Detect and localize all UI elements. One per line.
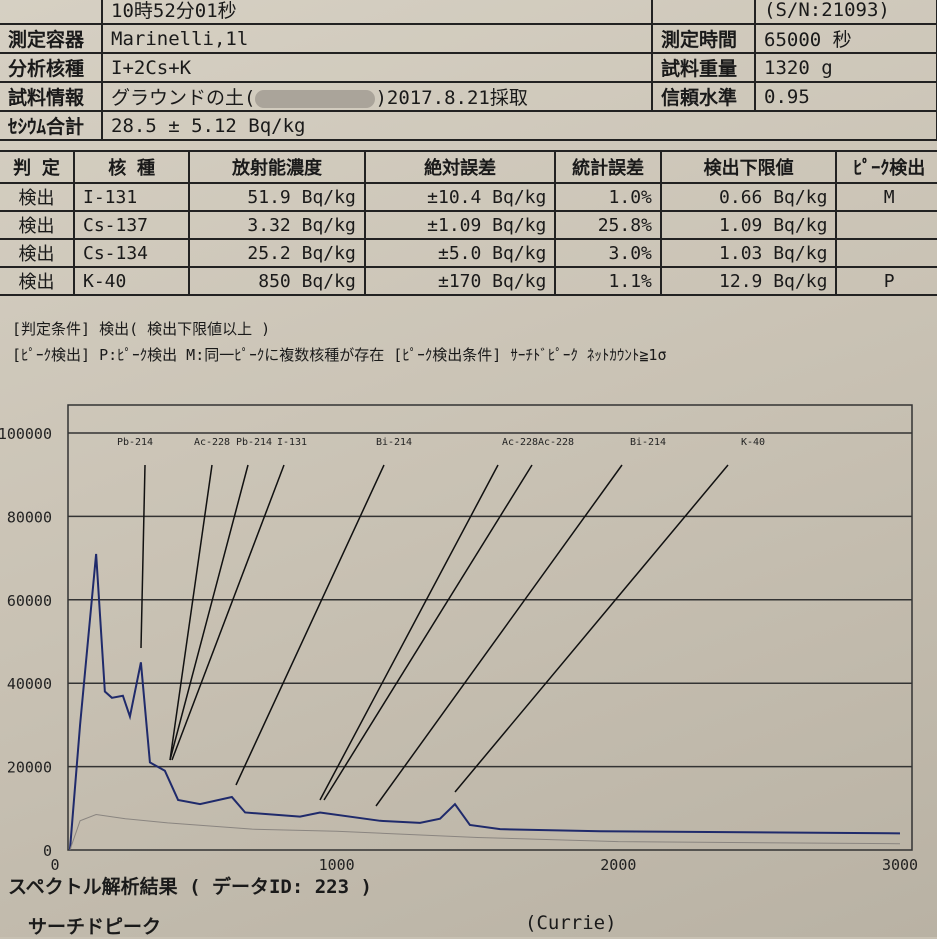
cesium-total-value: 28.5 ± 5.12 Bq/kg <box>102 111 937 140</box>
table-cell <box>836 239 937 267</box>
table-cell: 3.0% <box>555 239 661 267</box>
sample-date: )2017.8.21採取 <box>375 87 527 109</box>
sample-label: 試料情報 <box>0 82 102 111</box>
table-cell: Cs-137 <box>74 211 189 239</box>
table-cell: Cs-134 <box>74 239 189 267</box>
peak-pointer-line <box>141 465 145 648</box>
sample-text: グラウンドの土( <box>111 87 255 109</box>
col-detection-limit: 検出下限値 <box>661 151 837 183</box>
table-cell: ±170 Bq/kg <box>365 267 556 295</box>
container-value: Marinelli,1l <box>102 24 652 53</box>
y-tick-label: 60000 <box>7 592 52 610</box>
peak-note: [ﾋﾟｰｸ検出] P:ﾋﾟｰｸ検出 M:同一ﾋﾟｰｸに複数核種が存在 [ﾋﾟｰｸ… <box>12 344 667 365</box>
table-cell: 1.0% <box>555 183 661 211</box>
col-activity: 放射能濃度 <box>189 151 365 183</box>
table-cell: 検出 <box>0 211 74 239</box>
redaction-blur <box>255 90 375 108</box>
x-tick-label: 3000 <box>882 856 918 874</box>
cesium-total-label: ｾｼｳﾑ合計 <box>0 111 102 140</box>
peak-pointer-line <box>170 465 248 760</box>
sample-value: グラウンドの土( )2017.8.21採取 <box>102 82 652 111</box>
table-cell: ±5.0 Bq/kg <box>365 239 556 267</box>
table-cell: 51.9 Bq/kg <box>189 183 365 211</box>
results-header: 判 定 核 種 放射能濃度 絶対誤差 統計誤差 検出下限値 ﾋﾟｰｸ検出 <box>0 151 937 183</box>
table-cell: ±10.4 Bq/kg <box>365 183 556 211</box>
peak-pointer-line <box>320 465 498 800</box>
col-judgement: 判 定 <box>0 151 74 183</box>
criteria-note: [判定条件] 検出( 検出下限値以上 ) <box>12 318 270 339</box>
table-cell: M <box>836 183 937 211</box>
serial-number: (S/N:21093) <box>755 0 937 24</box>
table-cell: 検出 <box>0 239 74 267</box>
peak-label: Pb-214 <box>117 437 153 448</box>
peak-label: K-40 <box>741 437 765 448</box>
x-tick-label: 2000 <box>600 856 636 874</box>
table-cell: 1.09 Bq/kg <box>661 211 837 239</box>
peak-pointer-line <box>236 465 384 785</box>
table-cell: 1.03 Bq/kg <box>661 239 837 267</box>
table-cell: 3.32 Bq/kg <box>189 211 365 239</box>
time-label: 測定時間 <box>652 24 755 53</box>
peak-label: Ac-228 <box>538 437 574 448</box>
peak-pointer-line <box>170 465 212 760</box>
weight-value: 1320 g <box>755 53 937 82</box>
nuclides-value: I+2Cs+K <box>102 53 652 82</box>
table-cell: I-131 <box>74 183 189 211</box>
peak-label: Bi-214 <box>376 437 412 448</box>
y-tick-label: 100000 <box>0 425 52 443</box>
table-cell: 0.66 Bq/kg <box>661 183 837 211</box>
confidence-label: 信頼水準 <box>652 82 755 111</box>
table-cell: P <box>836 267 937 295</box>
table-cell: ±1.09 Bq/kg <box>365 211 556 239</box>
table-cell: 850 Bq/kg <box>189 267 365 295</box>
weight-label: 試料重量 <box>652 53 755 82</box>
peak-label: Ac-228 <box>502 437 538 448</box>
searched-peak-label: サーチドピーク <box>28 912 161 939</box>
y-tick-label: 80000 <box>7 508 52 526</box>
table-cell: K-40 <box>74 267 189 295</box>
peak-label: Bi-214 <box>630 437 666 448</box>
table-cell: 25.2 Bq/kg <box>189 239 365 267</box>
table-cell: 1.1% <box>555 267 661 295</box>
spectrum-title: スペクトル解析結果 ( データID: 223 ) <box>8 872 372 899</box>
peak-label: Pb-214 <box>236 437 272 448</box>
peak-label: I-131 <box>277 437 307 448</box>
col-stat-error: 統計誤差 <box>555 151 661 183</box>
table-cell: 25.8% <box>555 211 661 239</box>
peak-pointer-line <box>455 465 728 792</box>
table-cell <box>836 211 937 239</box>
method-label: (Currie) <box>525 912 617 934</box>
y-tick-label: 20000 <box>7 759 52 777</box>
plot-frame <box>68 405 912 850</box>
table-cell: 検出 <box>0 267 74 295</box>
col-peak-detect: ﾋﾟｰｸ検出 <box>836 151 937 183</box>
peak-label: Ac-228 <box>194 437 230 448</box>
container-label: 測定容器 <box>0 24 102 53</box>
y-tick-label: 40000 <box>7 675 52 693</box>
table-cell: 検出 <box>0 183 74 211</box>
peak-pointer-line <box>172 465 284 760</box>
col-abs-error: 絶対誤差 <box>365 151 556 183</box>
confidence-value: 0.95 <box>755 82 937 111</box>
table-cell: 12.9 Bq/kg <box>661 267 837 295</box>
col-nuclide: 核 種 <box>74 151 189 183</box>
measurement-datetime: 10時52分01秒 <box>102 0 652 24</box>
time-value: 65000 秒 <box>755 24 937 53</box>
nuclides-label: 分析核種 <box>0 53 102 82</box>
